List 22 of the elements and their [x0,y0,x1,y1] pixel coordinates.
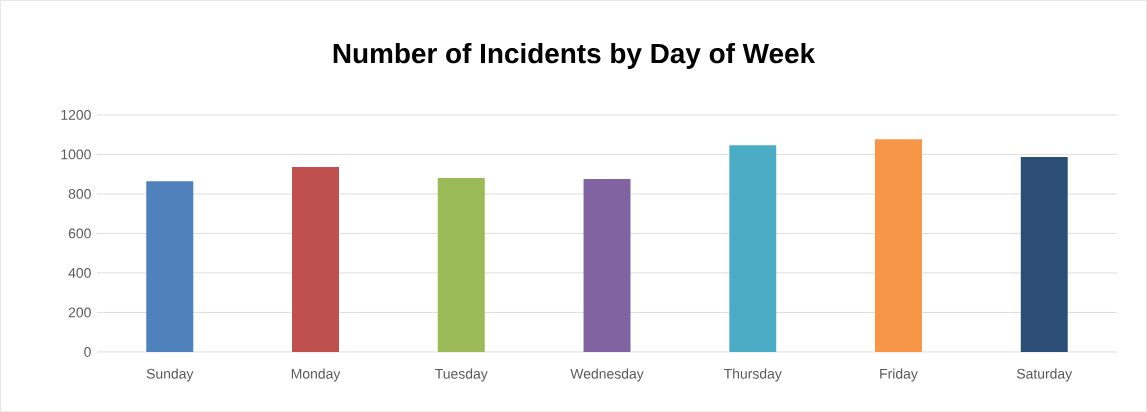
bar [1020,157,1068,353]
x-tick-label: Monday [291,368,341,382]
bar [437,178,485,353]
bar [583,179,631,353]
y-tick-label: 400 [68,268,91,278]
x-tick-label: Tuesday [435,368,488,382]
bar [292,167,340,353]
y-tick-label: 0 [84,347,91,357]
chart-title: Number of Incidents by Day of Week [333,42,816,69]
bar [146,181,194,353]
bar [874,139,922,353]
x-tick-label: Saturday [1016,368,1073,382]
y-tick-label: 1000 [61,149,91,160]
x-tick-label: Friday [880,368,918,382]
y-tick-label: 800 [68,189,91,199]
y-tick-label: 200 [68,307,91,318]
y-tick-label: 600 [68,228,91,239]
bar [729,145,777,353]
y-tick-label: 1200 [61,110,91,120]
x-tick-label: Thursday [723,368,782,382]
x-tick-label: Sunday [146,368,194,382]
x-tick-label: Wednesday [570,368,644,382]
